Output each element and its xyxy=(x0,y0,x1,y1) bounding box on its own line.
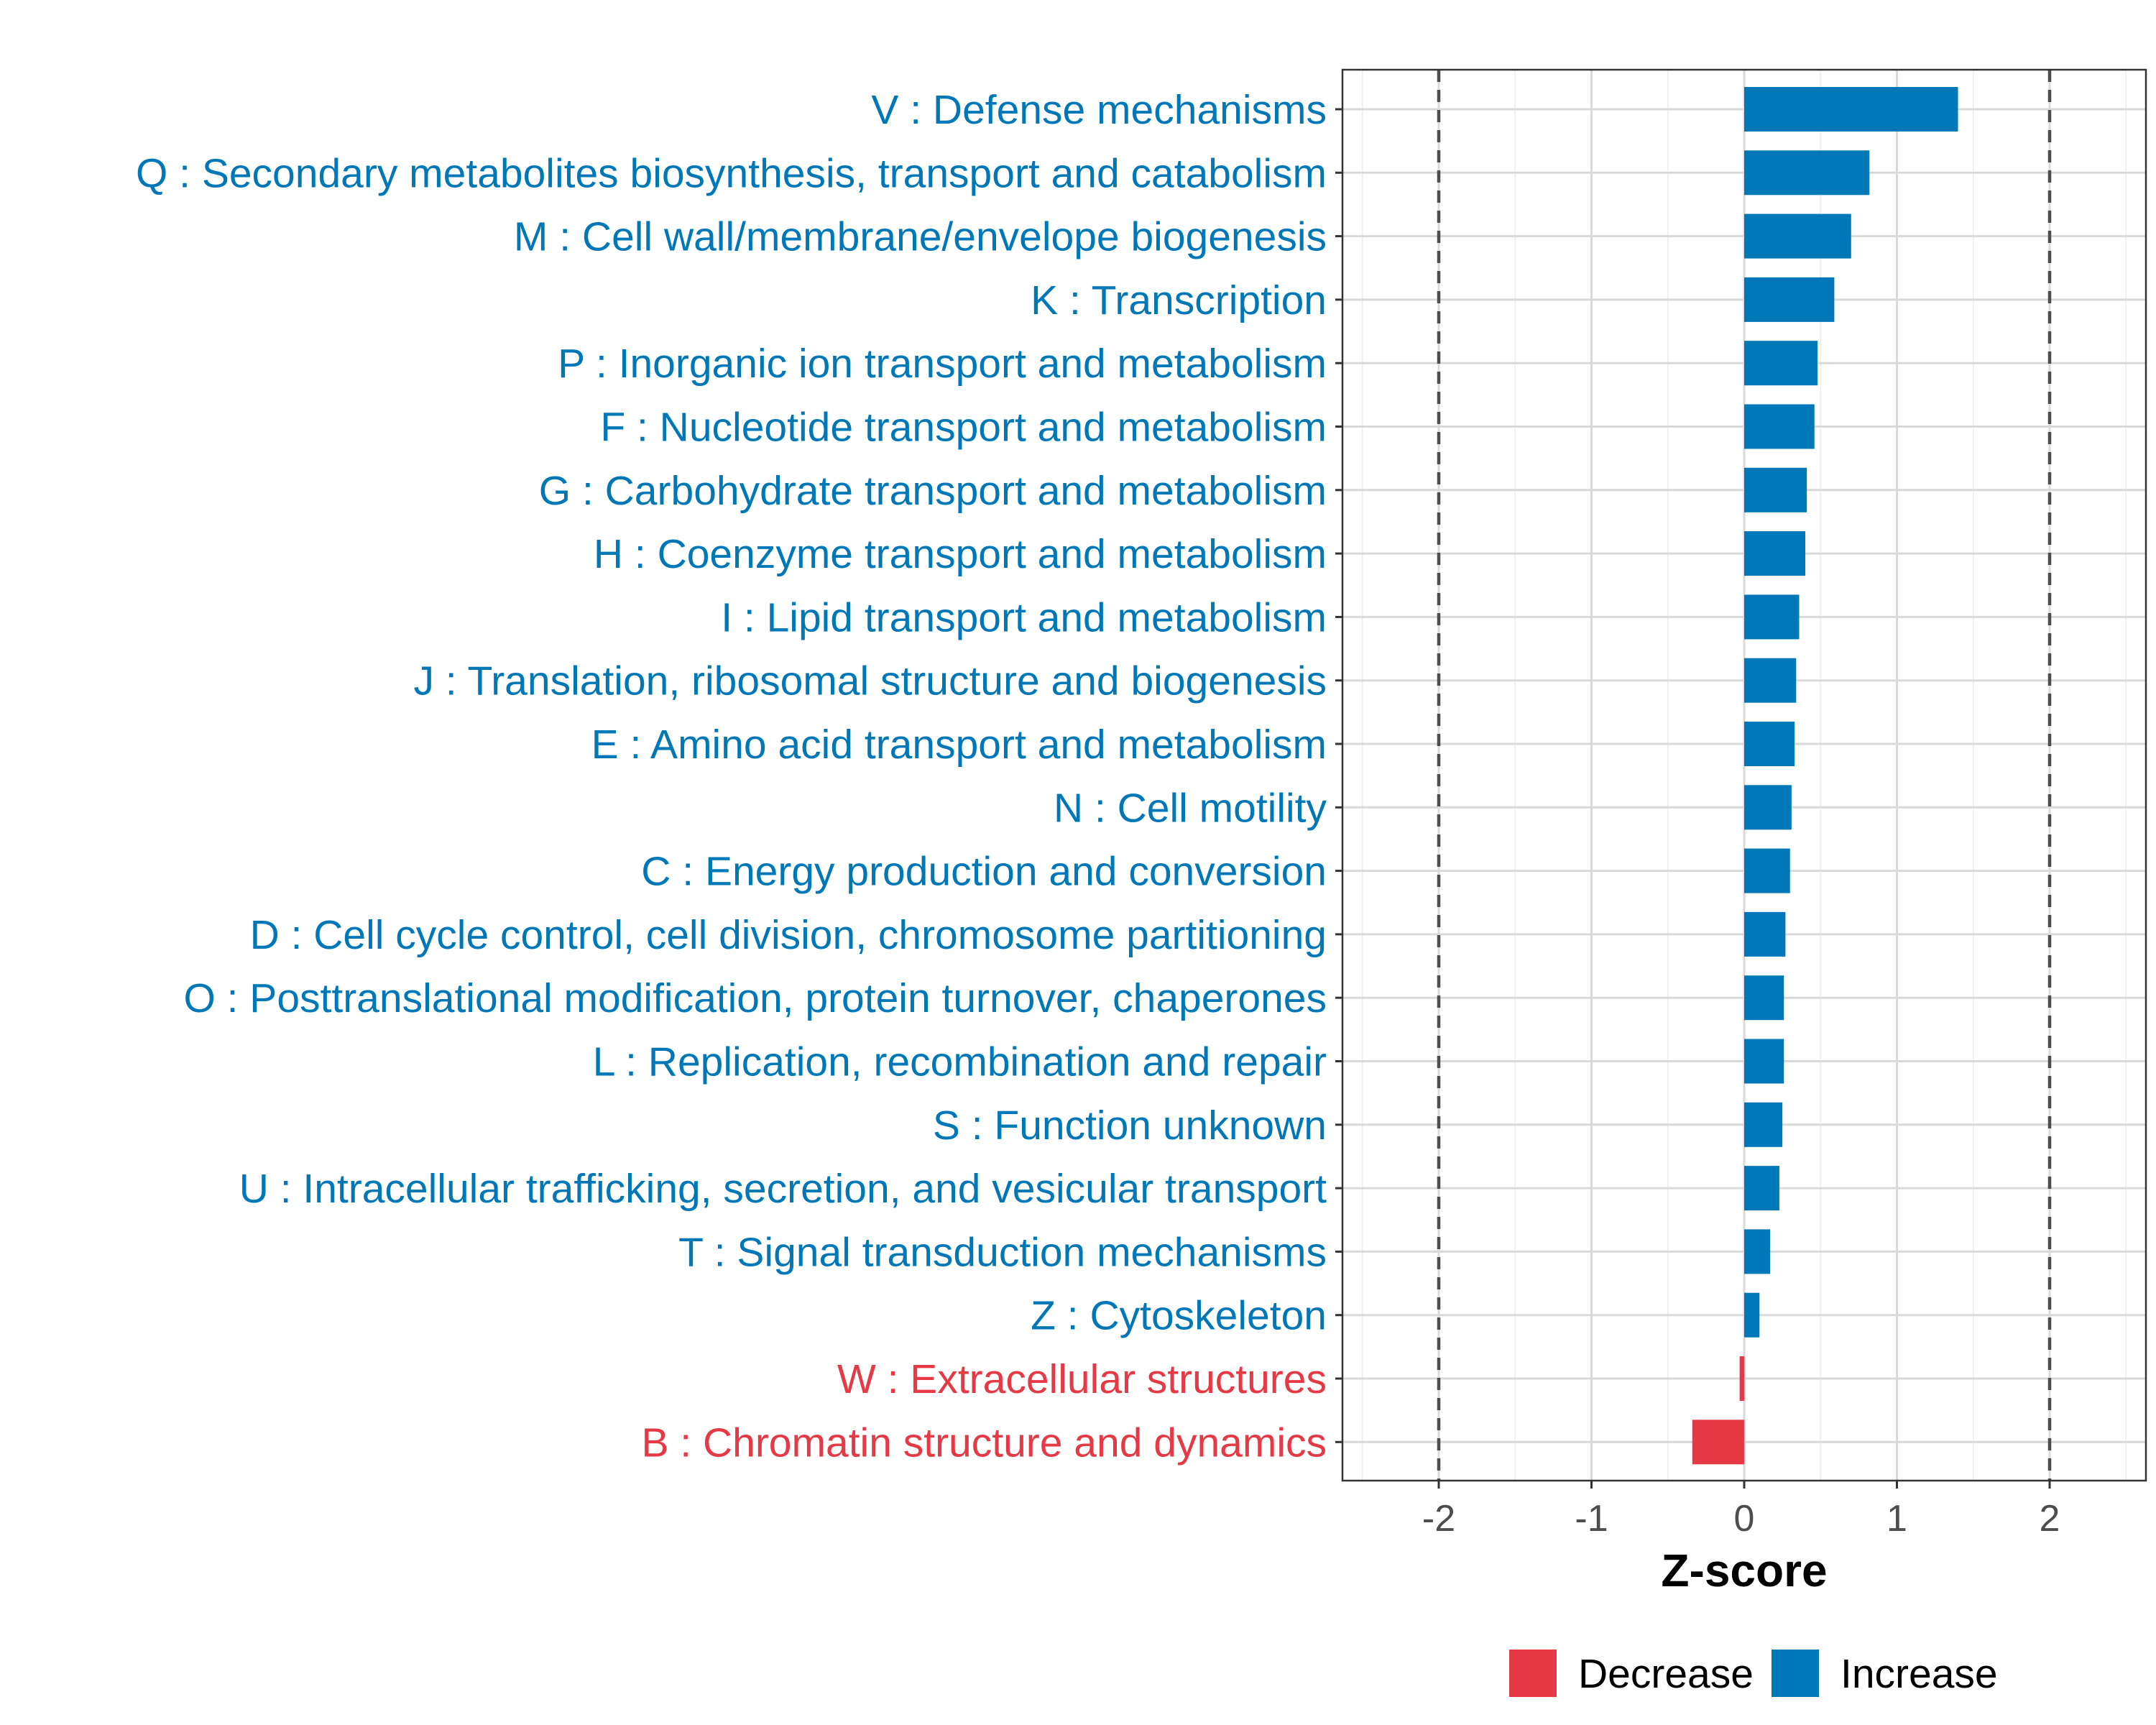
category-label: W : Extracellular structures xyxy=(837,1356,1327,1402)
category-label: P : Inorganic ion transport and metaboli… xyxy=(558,341,1327,387)
category-label: S : Function unknown xyxy=(933,1103,1327,1149)
bar xyxy=(1744,150,1870,196)
x-tick-label: -1 xyxy=(1575,1498,1608,1540)
legend-label: Increase xyxy=(1841,1651,1998,1697)
category-label: L : Replication, recombination and repai… xyxy=(593,1039,1327,1085)
bar xyxy=(1744,722,1795,766)
bar xyxy=(1744,213,1851,259)
bar xyxy=(1744,1166,1779,1211)
bar xyxy=(1744,277,1835,322)
category-label: V : Defense mechanisms xyxy=(871,87,1327,133)
bars xyxy=(1692,87,1958,1465)
category-label: J : Translation, ribosomal structure and… xyxy=(414,658,1327,704)
category-label: F : Nucleotide transport and metabolism xyxy=(600,405,1327,451)
bar xyxy=(1739,1356,1744,1401)
bar xyxy=(1744,531,1805,576)
legend-label: Decrease xyxy=(1578,1651,1754,1697)
category-label: O : Posttranslational modification, prot… xyxy=(183,975,1327,1021)
x-tick-label: 0 xyxy=(1734,1498,1755,1540)
category-label: B : Chromatin structure and dynamics xyxy=(641,1420,1327,1466)
bar xyxy=(1744,1039,1784,1084)
bar xyxy=(1744,467,1807,512)
category-label: N : Cell motility xyxy=(1054,785,1327,831)
category-label: K : Transcription xyxy=(1031,277,1327,323)
x-tick-label: 2 xyxy=(2040,1498,2060,1540)
bar xyxy=(1744,341,1818,386)
category-label: U : Intracellular trafficking, secretion… xyxy=(239,1166,1327,1212)
bar xyxy=(1744,404,1815,449)
category-label: H : Coenzyme transport and metabolism xyxy=(594,531,1327,577)
bar xyxy=(1744,785,1792,830)
category-label: D : Cell cycle control, cell division, c… xyxy=(250,912,1327,958)
category-label: I : Lipid transport and metabolism xyxy=(721,594,1327,640)
category-label: C : Energy production and conversion xyxy=(641,849,1327,895)
category-label: T : Signal transduction mechanisms xyxy=(678,1229,1327,1275)
x-tick-label: -2 xyxy=(1422,1498,1455,1540)
bar xyxy=(1744,594,1800,640)
bar xyxy=(1744,911,1786,957)
legend-key xyxy=(1772,1650,1819,1697)
reference-lines xyxy=(1437,70,2052,1481)
category-label: E : Amino acid transport and metabolism xyxy=(591,722,1327,768)
x-tick-label: 1 xyxy=(1886,1498,1907,1540)
bar xyxy=(1744,975,1784,1021)
y-axis-ticks xyxy=(1335,108,1342,1443)
bar xyxy=(1692,1420,1744,1465)
x-axis-ticks: -2 -1 0 1 2 xyxy=(1422,1481,2060,1540)
y-axis-category-labels: V : Defense mechanisms Q : Secondary meta… xyxy=(136,87,1327,1466)
category-label: G : Carbohydrate transport and metabolis… xyxy=(539,468,1327,514)
legend-key xyxy=(1509,1650,1557,1697)
bar xyxy=(1744,848,1790,893)
x-axis-title: Z-score xyxy=(1661,1545,1827,1596)
legend: Decrease Increase xyxy=(1509,1650,1998,1697)
category-label: Z : Cytoskeleton xyxy=(1031,1293,1327,1339)
category-label: M : Cell wall/membrane/envelope biogenes… xyxy=(514,214,1327,260)
bar xyxy=(1744,658,1797,703)
category-label: Q : Secondary metabolites biosynthesis, … xyxy=(136,150,1327,196)
bar xyxy=(1744,1292,1760,1338)
bar xyxy=(1744,87,1958,132)
bar xyxy=(1744,1102,1783,1147)
bar xyxy=(1744,1229,1771,1274)
